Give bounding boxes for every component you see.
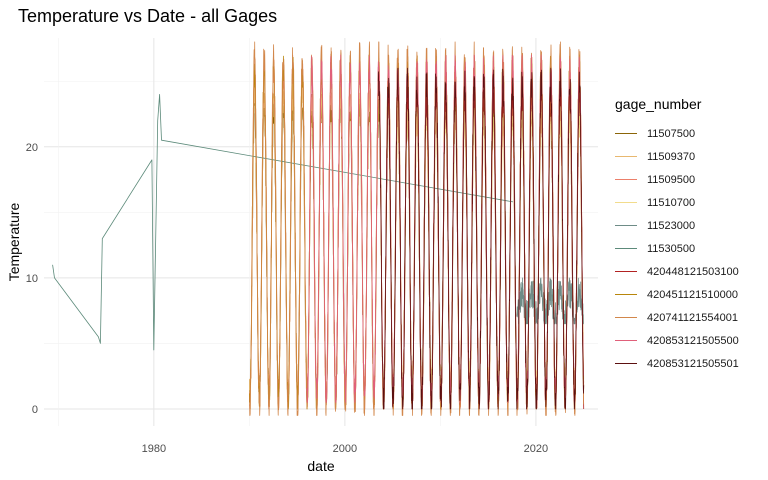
legend-label: 11530500 [647,242,696,255]
chart-title: Temperature vs Date - all Gages [18,6,278,26]
legend-label: 420853121505501 [647,357,739,370]
legend-swatch [615,271,637,272]
legend-swatch [615,133,637,134]
y-axis-ticks: 0 10 20 [26,142,38,416]
legend-swatch [615,340,637,341]
x-tick-label: 2000 [333,443,357,455]
y-tick-label: 10 [26,273,38,285]
legend-label: 11523000 [647,219,696,232]
legend-item: 420741121554001 [615,306,739,329]
y-tick-label: 20 [26,142,38,154]
y-tick-label: 0 [32,404,38,416]
legend-label: 420853121505500 [647,334,739,347]
series-line-11523000 [516,277,584,325]
legend: gage_number 11507500 11509370 11509500 1151… [615,96,739,375]
legend-swatch [615,363,637,364]
legend-label: 11507500 [647,127,696,140]
legend-item: 420853121505501 [615,352,739,375]
x-axis-ticks: 1980 2000 2020 [142,443,549,455]
legend-swatch [615,225,637,226]
legend-label: 420451121510000 [647,288,738,301]
y-axis-label: Temperature [6,202,22,281]
legend-item: 420853121505500 [615,329,739,352]
legend-swatch [615,179,637,180]
series-lines [52,41,585,416]
legend-item: 11530500 [615,237,739,260]
series-line-11510700 [392,107,585,390]
legend-item: 420451121510000 [615,283,739,306]
x-tick-label: 2020 [524,443,548,455]
legend-item: 11510700 [615,191,739,214]
legend-label: 420448121503100 [647,265,739,278]
legend-items: 11507500 11509370 11509500 11510700 11523000… [615,122,739,375]
legend-label: 11509500 [647,173,696,186]
series-line-11530500 [52,94,514,351]
legend-swatch [615,317,637,318]
series-line-420853121505501 [377,67,585,410]
legend-label: 11510700 [647,196,696,209]
legend-swatch [615,156,637,157]
legend-swatch [615,202,637,203]
x-tick-label: 1980 [142,443,166,455]
legend-label: 11509370 [647,150,696,163]
legend-item: 11509500 [615,168,739,191]
legend-title: gage_number [615,96,702,112]
legend-item: 11507500 [615,122,739,145]
legend-swatch [615,294,637,295]
legend-item: 11523000 [615,214,739,237]
legend-item: 420448121503100 [615,260,739,283]
legend-label: 420741121554001 [647,311,738,324]
x-axis-label: date [307,458,334,474]
legend-item: 11509370 [615,145,739,168]
legend-swatch [615,248,637,249]
